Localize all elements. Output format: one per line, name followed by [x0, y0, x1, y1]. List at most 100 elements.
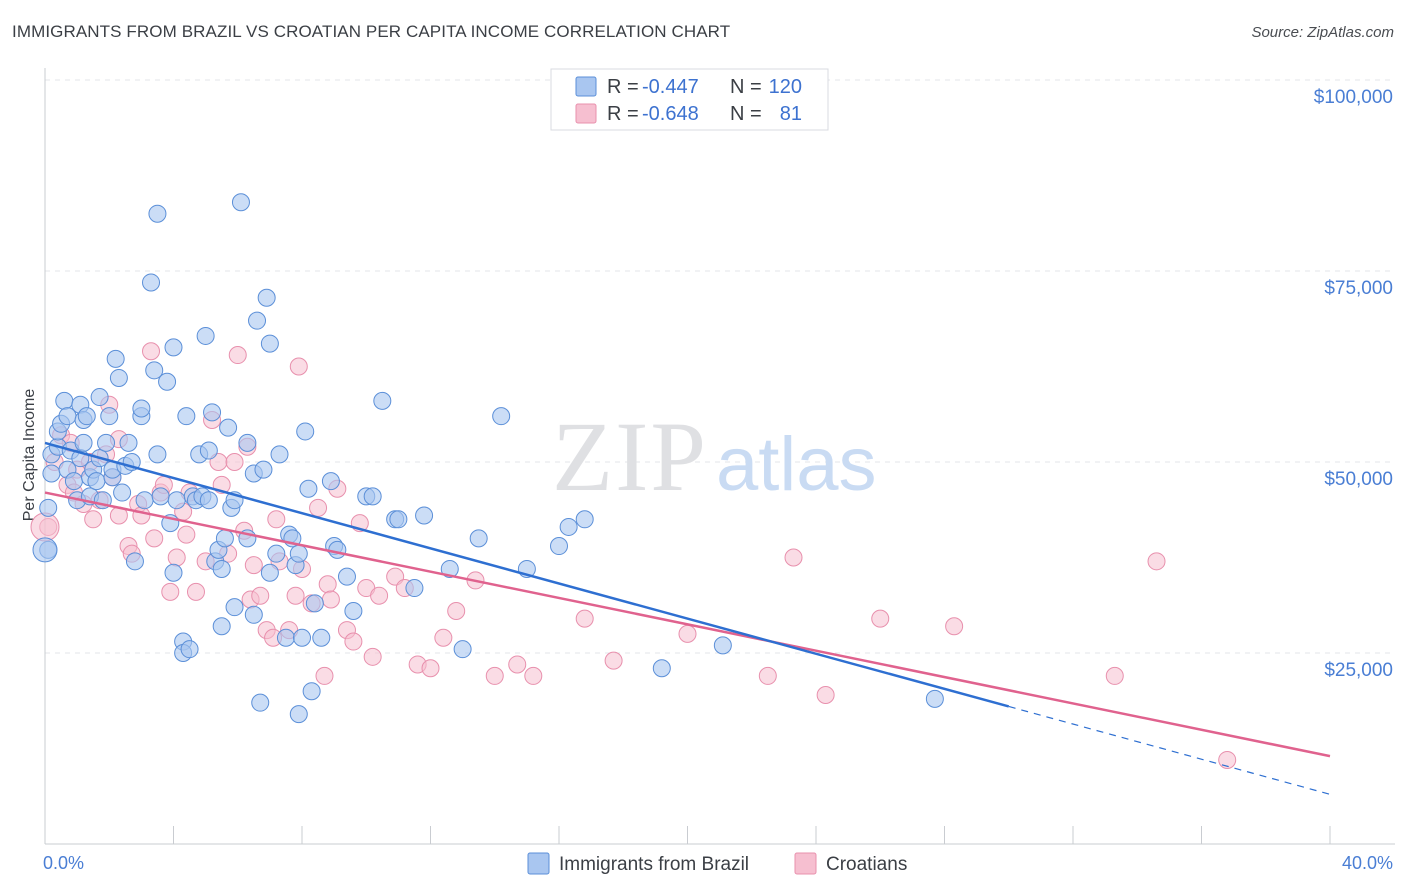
croatian-trend-line	[44, 491, 1331, 758]
y-tick-label: $100,000	[1314, 87, 1393, 108]
croatian-point	[421, 659, 440, 678]
croatian-point	[575, 609, 594, 628]
brazil-point	[145, 361, 164, 380]
brazil-point	[135, 491, 154, 510]
series-label-brazil: Immigrants from Brazil	[559, 854, 749, 875]
croatian-point	[84, 510, 103, 529]
brazil-point	[158, 372, 177, 391]
brazil-point	[177, 407, 196, 426]
brazil-point	[289, 705, 308, 724]
croatian-point	[1218, 750, 1237, 769]
y-tick-label: $25,000	[1324, 660, 1393, 681]
brazil-point	[276, 628, 295, 647]
brazil-point	[302, 682, 321, 701]
brazil-point	[559, 517, 578, 536]
legend-swatch-croatian	[575, 103, 597, 124]
croatian-point	[30, 512, 60, 542]
watermark: ZIP atlas	[552, 401, 877, 512]
brazil-point	[203, 403, 222, 422]
croatian-point	[386, 567, 405, 586]
legend-n-label-2: N =	[730, 103, 762, 125]
croatian-point	[508, 655, 527, 674]
croatian-point	[225, 453, 244, 471]
brazil-point	[373, 391, 392, 410]
brazil-point	[90, 388, 109, 407]
croatian-point	[945, 617, 964, 636]
croatian-point	[678, 624, 697, 643]
brazil-point	[389, 510, 408, 529]
legend-n-value-1: 120	[769, 76, 802, 98]
brazil-point	[550, 537, 568, 556]
brazil-point	[231, 193, 250, 212]
croatian-point	[485, 666, 504, 685]
croatian-point	[816, 686, 835, 705]
croatian-point	[167, 548, 186, 567]
brazil-point	[100, 407, 119, 426]
brazil-point	[164, 563, 183, 582]
brazil-point	[453, 640, 472, 659]
watermark-zip: ZIP	[552, 401, 708, 512]
croatian-point	[363, 647, 382, 666]
brazil-point	[219, 418, 238, 437]
brazil-point	[164, 338, 183, 357]
x-tick-label: 0.0%	[43, 853, 84, 873]
brazil-point	[289, 544, 308, 563]
croatian-point	[244, 556, 263, 575]
brazil-point	[212, 559, 231, 578]
brazil-point	[299, 479, 318, 498]
series-swatch-brazil	[527, 852, 550, 875]
brazil-point	[132, 399, 151, 418]
brazil-point	[148, 445, 167, 464]
chart-title: IMMIGRANTS FROM BRAZIL VS CROATIAN PER C…	[12, 22, 731, 41]
croatian-point	[1105, 666, 1124, 685]
brazil-trend-line	[44, 441, 1010, 708]
brazil-point	[42, 464, 61, 483]
series-swatch-croatian	[794, 852, 817, 875]
brazil-point	[257, 288, 276, 307]
brazil-point	[312, 628, 331, 647]
legend-box	[550, 68, 829, 131]
brazil-point	[119, 433, 138, 452]
y-tick-label: $75,000	[1324, 278, 1393, 299]
brazil-point	[39, 498, 58, 517]
brazil-point	[363, 487, 382, 506]
brazil-point	[109, 368, 128, 387]
brazil-point	[212, 617, 231, 636]
brazil-point	[344, 601, 363, 620]
brazil-point	[293, 628, 311, 647]
brazil-point	[328, 540, 347, 559]
croatian-point	[344, 632, 363, 651]
brazil-point	[55, 391, 74, 410]
y-tick-label: $50,000	[1324, 469, 1393, 490]
croatian-point	[145, 529, 164, 548]
croatian-point	[286, 586, 305, 605]
croatian-point	[228, 346, 247, 365]
brazil-point	[113, 483, 132, 502]
brazil-point	[199, 441, 218, 460]
legend-swatch-brazil	[575, 76, 597, 97]
stats-legend: R = -0.447 N = 120 R = -0.648 N = 81	[550, 68, 829, 131]
x-tick-label: 40.0%	[1342, 853, 1393, 873]
croatian-point	[370, 586, 389, 605]
legend-n-value-2: 81	[780, 103, 802, 125]
brazil-point	[652, 659, 671, 678]
brazil-point	[238, 433, 257, 452]
croatian-point	[318, 575, 337, 594]
croatian-point	[871, 609, 890, 628]
brazil-point	[251, 693, 270, 712]
croatian-point	[434, 628, 453, 647]
brazil-point	[225, 598, 244, 617]
croatian-point	[758, 666, 777, 685]
brazil-point	[267, 544, 286, 563]
brazil-point	[415, 506, 434, 525]
croatian-point	[289, 357, 308, 376]
croatian-point	[177, 525, 196, 544]
croatian-point	[142, 342, 161, 361]
brazil-point	[142, 273, 161, 292]
legend-r-label-1: R =	[607, 76, 639, 98]
brazil-point	[575, 510, 594, 529]
legend-r-label-2: R =	[607, 103, 639, 125]
brazil-point	[87, 472, 106, 491]
brazil-point	[260, 334, 279, 353]
